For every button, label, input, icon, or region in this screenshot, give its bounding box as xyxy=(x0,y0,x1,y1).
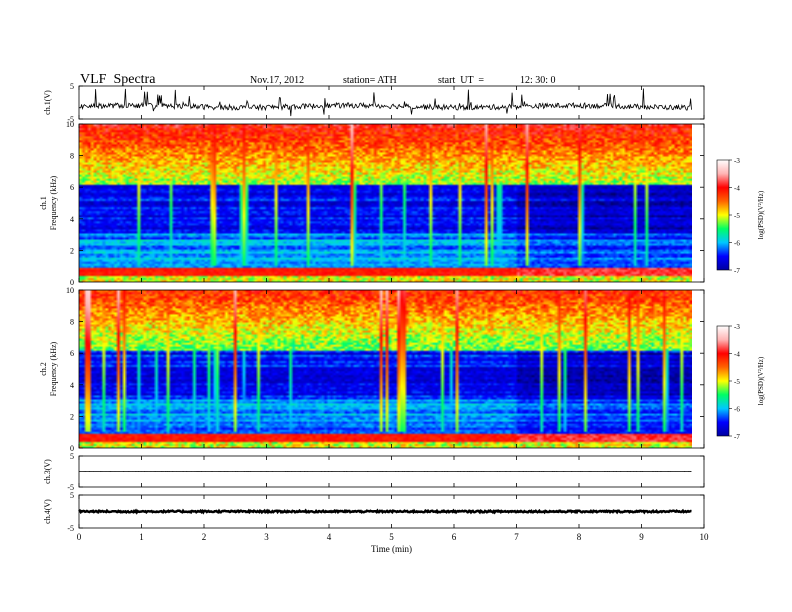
ch1-waveform-frame xyxy=(78,85,705,120)
ch1-spectrogram-ytick-label: 6 xyxy=(70,183,74,192)
ch2-spectrogram-colorbar xyxy=(716,325,730,437)
ch1-spectrogram-cbar-label: log(PSD)(V²/Hz) xyxy=(757,190,765,239)
ch1-spectrogram-image xyxy=(79,124,692,282)
ch3-waveform-ytick-label: -5 xyxy=(67,483,74,492)
ch3-waveform-ytick-label: 5 xyxy=(70,452,74,461)
x-tick-label: 4 xyxy=(327,532,332,542)
x-tick-label: 5 xyxy=(389,532,394,542)
ch1-waveform-ytick-label: -5 xyxy=(67,115,74,124)
x-tick-label: 3 xyxy=(264,532,269,542)
ch2-spectrogram-ytick-label: 4 xyxy=(70,381,74,390)
x-tick-label: 10 xyxy=(700,532,710,542)
start-ut-time: 12: 30: 0 xyxy=(520,75,556,86)
figure-title: VLF Spectra xyxy=(80,72,156,87)
ch2-spectrogram-image xyxy=(79,290,692,448)
ch2-spectrogram-cbar-tick-label: -4 xyxy=(734,351,740,359)
ch1-spectrogram-ytick-label: 4 xyxy=(70,215,74,224)
ch4-waveform-trace xyxy=(78,508,692,515)
start-ut-label: start UT = xyxy=(438,75,485,86)
ch2-spectrogram-ylabel: Frequency (kHz) xyxy=(49,341,58,396)
ch1-spectrogram-colorbar xyxy=(716,159,730,271)
ch2-spectrogram-ytick-label: 6 xyxy=(70,349,74,358)
ch4-waveform-ylabel: ch.4(V) xyxy=(43,499,52,524)
ch1-spectrogram-ylabel: Frequency (kHz) xyxy=(49,175,58,230)
x-tick-label: 0 xyxy=(77,532,82,542)
ch4-waveform-ytick-label: 5 xyxy=(70,491,74,500)
ch2-spectrogram-cbar-tick-label: -3 xyxy=(734,323,740,331)
ch1-waveform-trace xyxy=(78,88,692,117)
x-tick-label: 8 xyxy=(577,532,582,542)
ch1-spectrogram-cbar-tick-label: -3 xyxy=(734,157,740,165)
ch1-spectrogram-ylabel: ch.1 xyxy=(39,196,48,210)
ch2-spectrogram-ylabel: ch.2 xyxy=(39,362,48,376)
ch2-spectrogram-ytick-label: 10 xyxy=(66,286,74,295)
ch1-spectrogram-ytick-label: 10 xyxy=(66,120,74,129)
ch1-spectrogram-cbar-tick-label: -7 xyxy=(734,267,740,275)
ch3-waveform-ylabel: ch.3(V) xyxy=(43,459,52,484)
ch1-spectrogram-ytick-label: 0 xyxy=(70,278,74,287)
ch2-spectrogram-ytick-label: 0 xyxy=(70,444,74,453)
date-label: Nov.17, 2012 xyxy=(250,75,305,86)
ch1-waveform-ylabel: ch.1(V) xyxy=(43,90,52,115)
ch1-spectrogram-ytick-label: 8 xyxy=(70,152,74,161)
x-tick-label: 7 xyxy=(514,532,519,542)
ch2-spectrogram-cbar-label: log(PSD)(V²/Hz) xyxy=(757,356,765,405)
x-tick-label: 2 xyxy=(202,532,207,542)
ch2-spectrogram-ytick-label: 8 xyxy=(70,318,74,327)
ch4-waveform-ytick-label: -5 xyxy=(67,524,74,533)
x-tick-label: 9 xyxy=(639,532,644,542)
ch2-spectrogram-ytick-label: 2 xyxy=(70,412,74,421)
x-tick-label: 6 xyxy=(452,532,457,542)
ch2-spectrogram-cbar-tick-label: -7 xyxy=(734,433,740,441)
x-tick-label: 1 xyxy=(139,532,144,542)
ch1-spectrogram-cbar-tick-label: -5 xyxy=(734,212,740,220)
ch2-spectrogram-cbar-tick-label: -6 xyxy=(734,406,740,414)
ch1-spectrogram-ytick-label: 2 xyxy=(70,246,74,255)
ch1-waveform-ytick-label: 5 xyxy=(70,82,74,91)
x-axis-label: Time (min) xyxy=(371,544,412,554)
ch2-spectrogram-cbar-tick-label: -5 xyxy=(734,378,740,386)
ch1-spectrogram-cbar-tick-label: -6 xyxy=(734,240,740,248)
station-label: station= ATH xyxy=(343,75,397,86)
ch1-spectrogram-cbar-tick-label: -4 xyxy=(734,185,740,193)
